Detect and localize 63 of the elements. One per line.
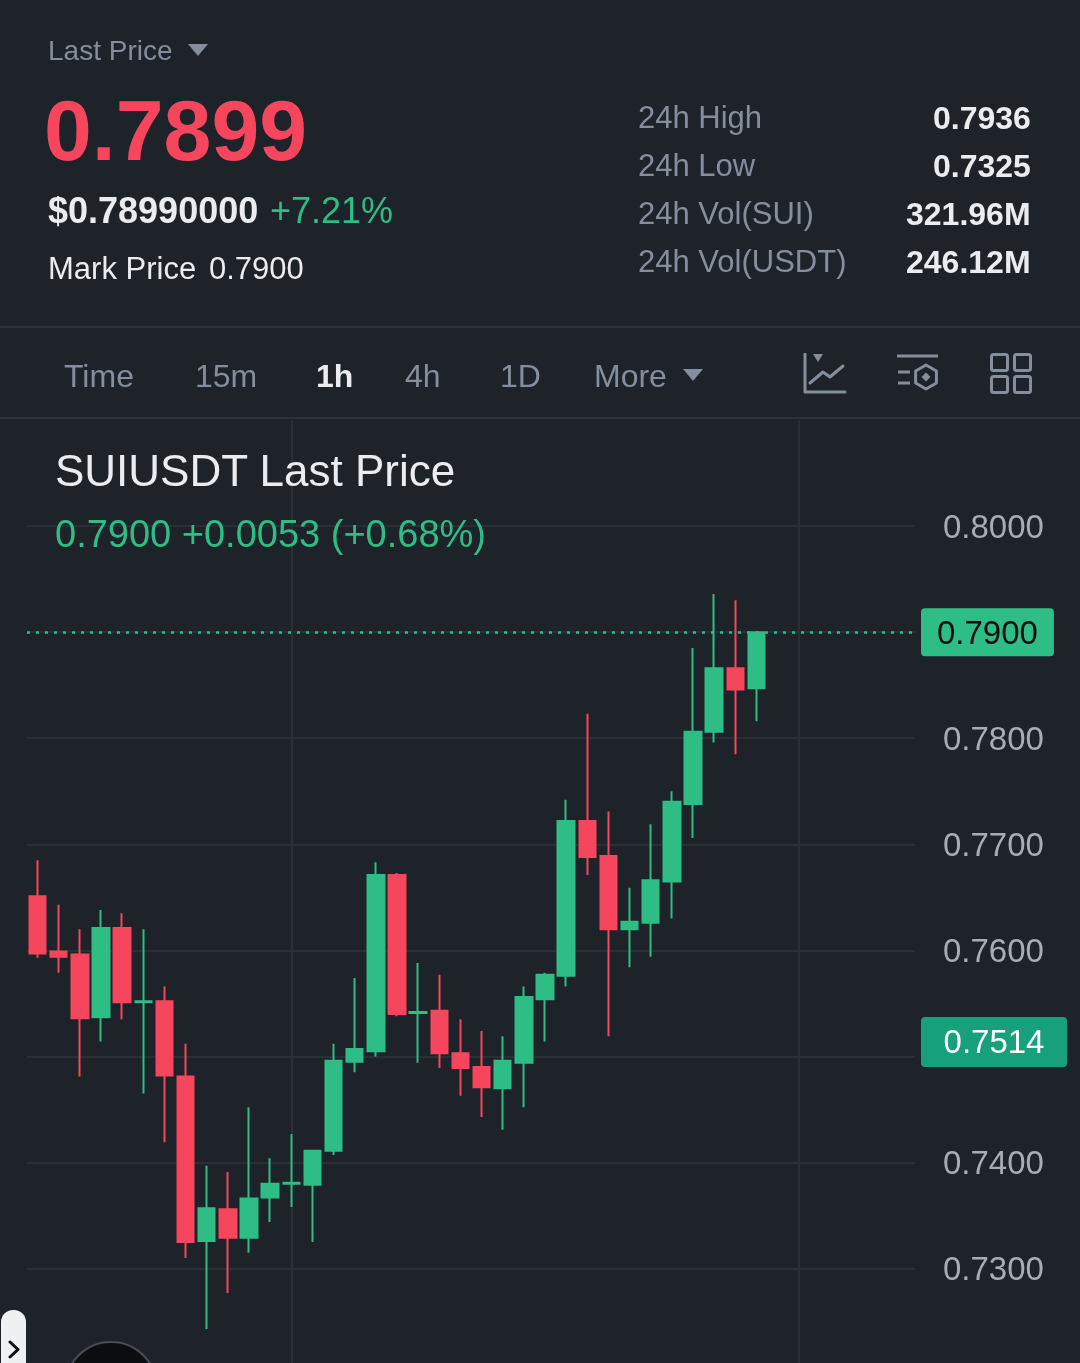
- candlestick: [28, 859, 47, 959]
- candlestick: [493, 1035, 512, 1131]
- text: 24h High: [638, 100, 763, 136]
- text: 321.96M: [906, 195, 1031, 232]
- candlestick: [176, 1042, 195, 1259]
- text: 0.7900 +0.0053 (+0.68%): [55, 513, 487, 555]
- y-tick-label: 0.7400: [943, 1144, 1044, 1182]
- text: Time: [64, 357, 134, 394]
- text: SUIUSDT Last Price: [55, 445, 456, 495]
- candlestick: [345, 976, 364, 1074]
- candlestick: [641, 823, 660, 958]
- text: 24h Low: [638, 148, 756, 184]
- ref-line-label: 0.7900: [937, 613, 1038, 651]
- candlestick: [303, 1148, 322, 1244]
- candlestick: [472, 1029, 491, 1118]
- y-tick-label: 0.7800: [943, 719, 1044, 757]
- candlestick: [366, 861, 386, 1058]
- text: Mark Price: [48, 251, 197, 287]
- text: 0.7936: [933, 99, 1031, 136]
- candlestick: [514, 985, 534, 1109]
- candlestick: [70, 928, 90, 1078]
- candlestick: [451, 1018, 470, 1097]
- text: +7.21%: [270, 189, 394, 231]
- text: 1h: [316, 357, 354, 394]
- text: $0.78990000: [48, 189, 259, 231]
- text: 0.7900: [209, 251, 304, 287]
- candlestick: [134, 928, 153, 1095]
- y-tick-label: 0.8000: [943, 507, 1044, 545]
- candlestick: [726, 599, 745, 756]
- candlestick: [218, 1171, 238, 1294]
- candlestick: [49, 903, 68, 974]
- text: More: [594, 357, 667, 394]
- candlestick: [430, 973, 449, 1070]
- candlestick: [324, 1042, 343, 1157]
- y-tick-label: 0.7700: [943, 825, 1044, 863]
- text: 246.12M: [906, 243, 1031, 280]
- text: 0.7514: [921, 1017, 1067, 1067]
- candlestick: [197, 1164, 216, 1331]
- text: 4h: [405, 357, 441, 394]
- text: 15m: [195, 357, 258, 394]
- candlestick: [620, 886, 639, 969]
- candlestick: [556, 798, 576, 988]
- candlestick: [112, 912, 132, 1021]
- candlestick: [599, 810, 618, 1038]
- candlestick: [408, 962, 428, 1064]
- candlestick: [91, 909, 111, 1043]
- candlestick: [683, 647, 703, 839]
- candlestick: [260, 1157, 280, 1223]
- candlestick: [662, 790, 682, 920]
- candlestick: [155, 985, 174, 1144]
- y-tick-label: 0.7300: [943, 1250, 1044, 1288]
- candlestick: [239, 1106, 259, 1254]
- candlestick: [282, 1132, 301, 1209]
- candlestick: [578, 712, 597, 877]
- text: Last Price: [48, 34, 173, 66]
- candlestick: [535, 971, 555, 1043]
- text: 0.7325: [933, 147, 1031, 184]
- candlestick: [387, 871, 407, 1018]
- text: 24h Vol(USDT): [638, 244, 847, 280]
- text: 24h Vol(SUI): [638, 196, 814, 232]
- text: 0.7899: [44, 81, 308, 178]
- y-tick-label: 0.7600: [943, 931, 1044, 969]
- text: 1D: [500, 357, 541, 394]
